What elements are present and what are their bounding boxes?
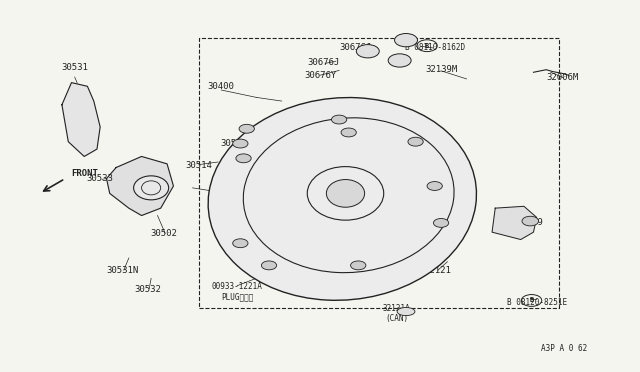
Circle shape bbox=[356, 45, 380, 58]
Text: 30531N: 30531N bbox=[106, 266, 139, 275]
Polygon shape bbox=[106, 157, 173, 215]
Text: 30532: 30532 bbox=[134, 285, 161, 294]
Text: 32121A
(CAN): 32121A (CAN) bbox=[383, 304, 410, 323]
Text: B: B bbox=[425, 43, 429, 49]
Circle shape bbox=[408, 137, 423, 146]
Circle shape bbox=[433, 218, 449, 227]
Text: 32802M: 32802M bbox=[323, 261, 355, 270]
Text: 32139M: 32139M bbox=[425, 65, 457, 74]
Text: 32105: 32105 bbox=[273, 261, 300, 270]
Circle shape bbox=[239, 124, 254, 133]
Text: 30521: 30521 bbox=[218, 189, 244, 198]
Ellipse shape bbox=[134, 176, 169, 200]
Circle shape bbox=[261, 261, 276, 270]
Text: 30676Y: 30676Y bbox=[304, 71, 336, 80]
Text: B: B bbox=[529, 298, 534, 304]
Text: 30514: 30514 bbox=[186, 161, 212, 170]
Text: 30676J: 30676J bbox=[339, 43, 371, 52]
Circle shape bbox=[388, 54, 411, 67]
Text: 00933-1221A
PLUGプラグ: 00933-1221A PLUGプラグ bbox=[212, 282, 262, 301]
Text: 32887: 32887 bbox=[219, 230, 246, 238]
Ellipse shape bbox=[397, 308, 415, 315]
Text: 30502: 30502 bbox=[150, 230, 177, 238]
Text: 38342M: 38342M bbox=[298, 139, 330, 148]
Ellipse shape bbox=[326, 180, 365, 207]
Circle shape bbox=[522, 216, 539, 226]
Text: 30507: 30507 bbox=[221, 139, 248, 148]
Text: 30401G: 30401G bbox=[419, 182, 451, 190]
Text: A3P A 0 62: A3P A 0 62 bbox=[541, 344, 588, 353]
Text: B 08110-8162D: B 08110-8162D bbox=[404, 43, 465, 52]
Text: 30401J: 30401J bbox=[419, 193, 451, 202]
Text: 30531: 30531 bbox=[61, 63, 88, 72]
Polygon shape bbox=[492, 206, 537, 240]
Polygon shape bbox=[62, 83, 100, 157]
Circle shape bbox=[332, 115, 347, 124]
Circle shape bbox=[394, 33, 417, 47]
Text: 30400: 30400 bbox=[208, 82, 235, 91]
Circle shape bbox=[351, 261, 366, 270]
Circle shape bbox=[427, 182, 442, 190]
Text: 30533: 30533 bbox=[87, 174, 113, 183]
Text: FRONT: FRONT bbox=[72, 169, 99, 177]
Text: B 08120-8251E: B 08120-8251E bbox=[507, 298, 566, 307]
Circle shape bbox=[236, 154, 251, 163]
Circle shape bbox=[233, 239, 248, 248]
Text: 32109: 32109 bbox=[517, 218, 544, 227]
Text: 32121: 32121 bbox=[424, 266, 451, 275]
Ellipse shape bbox=[208, 97, 477, 300]
Text: 32006M: 32006M bbox=[546, 73, 579, 81]
Text: 30676J: 30676J bbox=[307, 58, 339, 67]
Circle shape bbox=[233, 139, 248, 148]
Circle shape bbox=[341, 128, 356, 137]
Text: 32105M: 32105M bbox=[367, 230, 400, 238]
Text: 32108: 32108 bbox=[396, 148, 422, 157]
